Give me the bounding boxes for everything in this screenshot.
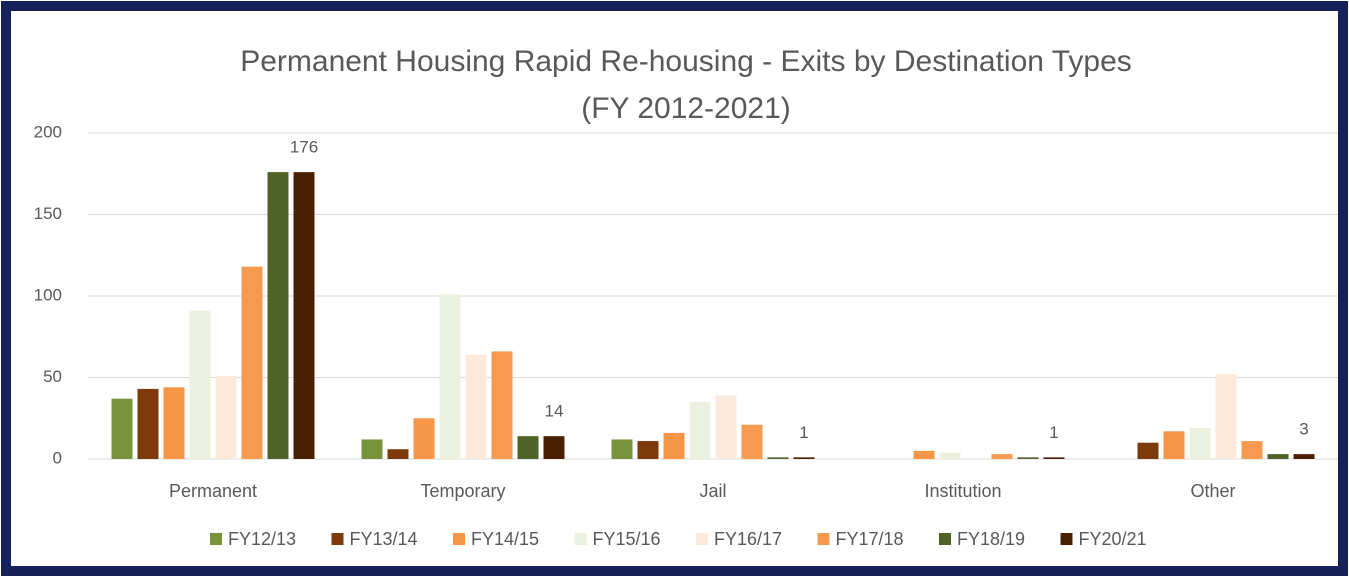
bar — [991, 454, 1013, 459]
bar — [767, 457, 789, 459]
value-label: 1 — [799, 423, 808, 442]
bar — [1137, 442, 1159, 459]
bar — [793, 457, 815, 459]
legend-label: FY16/17 — [714, 529, 782, 549]
bar — [361, 439, 383, 459]
legend-label: FY17/18 — [836, 529, 904, 549]
bar — [517, 436, 539, 459]
x-tick-label: Temporary — [420, 481, 505, 501]
bar — [387, 449, 409, 459]
legend-swatch — [696, 533, 708, 545]
legend-label: FY12/13 — [228, 529, 296, 549]
bar — [293, 172, 315, 459]
bar — [939, 452, 961, 459]
y-tick-label: 0 — [53, 448, 62, 467]
legend-label: FY14/15 — [471, 529, 539, 549]
bar — [741, 424, 763, 459]
legend-swatch — [939, 533, 951, 545]
bar — [1189, 428, 1211, 459]
bar — [689, 401, 711, 459]
legend-label: FY15/16 — [593, 529, 661, 549]
value-label: 14 — [545, 402, 564, 421]
bar — [1293, 454, 1315, 459]
bar — [439, 294, 461, 459]
bar — [637, 441, 659, 459]
bar — [543, 436, 565, 459]
bar — [189, 310, 211, 459]
bar — [1241, 441, 1263, 459]
chart-title: Permanent Housing Rapid Re-housing - Exi… — [240, 45, 1132, 78]
legend-swatch — [331, 533, 344, 545]
chart-subtitle: (FY 2012-2021) — [581, 92, 791, 125]
bar — [611, 439, 633, 459]
bar — [241, 266, 263, 459]
bar — [215, 375, 237, 459]
legend-swatch — [817, 533, 830, 545]
x-tick-label: Permanent — [169, 481, 257, 501]
bar — [1267, 454, 1289, 459]
legend-swatch — [210, 533, 222, 545]
bar — [663, 432, 685, 459]
legend-label: FY13/14 — [350, 529, 418, 549]
value-label: 176 — [290, 138, 318, 157]
bar — [1043, 457, 1065, 459]
legend-label: FY18/19 — [957, 529, 1025, 549]
x-tick-label: Institution — [924, 481, 1001, 501]
legend-label: FY20/21 — [1079, 529, 1147, 549]
y-tick-label: 200 — [34, 122, 62, 141]
value-label: 3 — [1299, 420, 1308, 439]
y-tick-label: 50 — [43, 367, 62, 386]
bar — [1215, 374, 1237, 459]
bar — [413, 418, 435, 459]
bar — [491, 351, 513, 459]
bar — [465, 354, 487, 459]
legend-swatch — [574, 533, 587, 545]
bar — [913, 450, 935, 459]
legend-swatch — [453, 533, 465, 545]
bar — [163, 387, 185, 459]
bar — [267, 172, 289, 459]
bar — [1163, 431, 1185, 459]
bar — [111, 398, 133, 459]
x-tick-label: Other — [1190, 481, 1235, 501]
y-tick-label: 150 — [34, 204, 62, 223]
bar — [1017, 457, 1039, 459]
x-tick-label: Jail — [699, 481, 726, 501]
y-tick-label: 100 — [34, 285, 62, 304]
legend-swatch — [1060, 533, 1073, 545]
bar — [715, 395, 737, 459]
value-label: 1 — [1049, 423, 1058, 442]
bar — [137, 388, 159, 459]
